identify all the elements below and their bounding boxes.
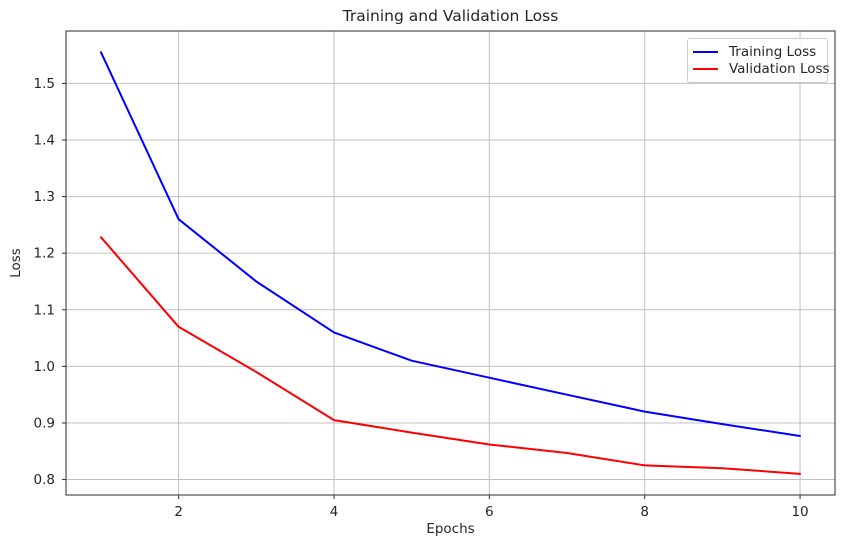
y-axis-label: Loss (8, 248, 24, 278)
x-tick-label: 4 (330, 504, 339, 520)
chart-title: Training and Validation Loss (342, 7, 559, 25)
y-tick-label: 1.3 (34, 189, 55, 205)
y-tick-label: 1.1 (34, 302, 55, 318)
x-tick-label: 8 (640, 504, 649, 520)
y-tick-label: 1.0 (34, 359, 55, 375)
legend-label: Validation Loss (729, 61, 830, 78)
y-tick-label: 0.9 (34, 415, 55, 431)
x-axis-label: Epochs (426, 521, 475, 537)
legend-line-sample (693, 50, 718, 53)
axes-box (65, 30, 836, 496)
y-tick-label: 1.4 (34, 132, 55, 148)
y-tick-label: 1.5 (34, 76, 55, 92)
series-line-1 (100, 236, 801, 475)
legend-line-sample (693, 68, 718, 71)
x-tick-label: 6 (485, 504, 494, 520)
x-tick-label: 2 (174, 504, 183, 520)
legend: Training Loss Validation Loss (687, 38, 830, 83)
legend-label: Training Loss (729, 43, 817, 60)
legend-entry: Validation Loss (693, 61, 830, 77)
legend-entry: Training Loss (693, 44, 821, 60)
y-tick-label: 1.2 (34, 246, 55, 262)
series-line-0 (100, 51, 801, 437)
x-tick-label: 10 (791, 504, 808, 520)
y-tick-label: 0.8 (34, 472, 55, 488)
